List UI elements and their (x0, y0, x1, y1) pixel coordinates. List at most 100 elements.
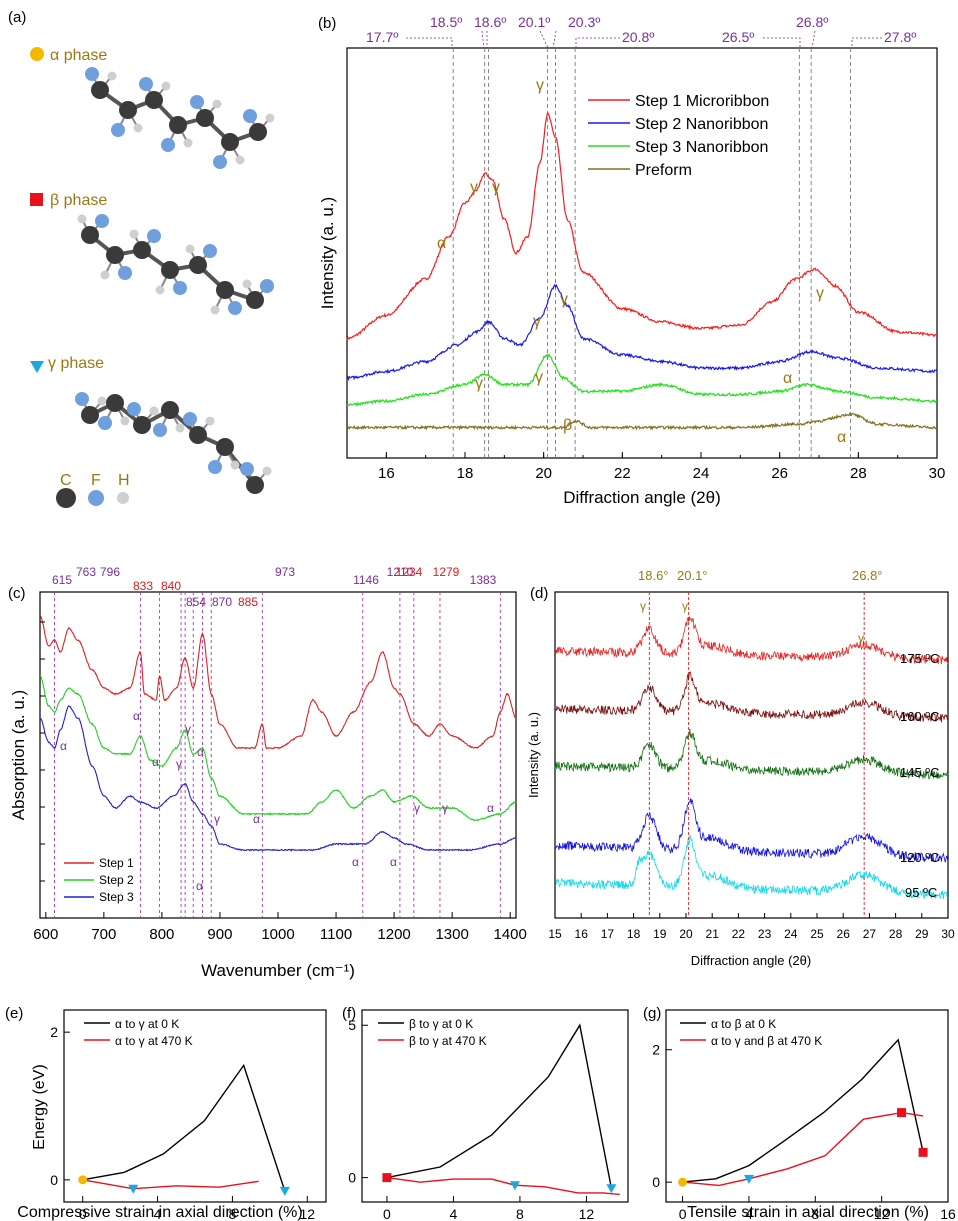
panel-b-x-ticks: 16 18 20 22 24 26 28 30 (346, 452, 945, 482)
hydrogen-atom (242, 279, 252, 289)
hydrogen-key-label: H (118, 472, 130, 489)
c-x-tick-label: 900 (207, 926, 232, 943)
f-x-tick-label: 12 (579, 1206, 595, 1221)
f-x-tick-label: 4 (450, 1206, 458, 1221)
d-temp-95: 95 ºC (905, 885, 937, 900)
b-legend-step3: Step 3 Nanoribbon (635, 139, 768, 156)
c-top-label: 840 (161, 579, 181, 593)
panel-d-plot-frame (554, 591, 949, 919)
panel-c-x-ticks: 600 700 800 900 1000 1100 1200 1300 1400 (33, 912, 527, 943)
panel-e: (e) 0 4 8 12 0 2 Compressive strain in axial … (5, 1005, 327, 1221)
c-series-line (39, 705, 517, 852)
fluorine-atom (190, 95, 204, 109)
panel-f-plot-frame (361, 1009, 629, 1203)
b-peak-gamma-step2-20-3: γ (560, 291, 568, 308)
e-x-tick-label: 0 (79, 1206, 87, 1221)
fluorine-atom (127, 402, 141, 416)
b-top-label-20-3: 20.3º (568, 14, 600, 30)
d-top-label-26-8: 26.8° (852, 568, 883, 583)
c-legend-step1: Step 1 (99, 856, 134, 870)
c-top-label: 833 (133, 579, 153, 593)
b-series-line (346, 111, 938, 340)
carbon-atom (133, 241, 151, 259)
panel-f: (f) 0 4 8 12 0 5 β to γ at 0 K β to γ at 470 … (342, 1005, 629, 1221)
fluorine-atom (243, 109, 257, 123)
b-top-label-18-6: 18.6º (474, 14, 506, 30)
hydrogen-atom (149, 406, 159, 416)
b-top-label-26-5: 26.5º (722, 29, 754, 45)
e-legend-0k: α to γ at 0 K (115, 1017, 179, 1031)
carbon-key-label: C (60, 472, 72, 489)
d-series-line (554, 834, 949, 900)
d-x-tick-label: 30 (941, 927, 955, 941)
hydrogen-atom (77, 214, 87, 224)
d-temp-145: 145 ºC (900, 765, 939, 780)
b-legend-step2: Step 2 Nanoribbon (635, 116, 768, 133)
fluorine-atom (183, 412, 197, 426)
f-marker-square (382, 1173, 392, 1183)
b-top-label-connectors (406, 30, 882, 49)
c-top-label: 796 (100, 565, 120, 579)
panel-g: (g) 0 4 8 12 16 0 2 Tensile strain in axial di… (643, 1005, 956, 1221)
f-marker-triangle (606, 1184, 617, 1194)
b-top-label-20-8: 20.8º (622, 29, 654, 45)
panel-b-x-label: Diffraction angle (2θ) (563, 488, 721, 507)
c-series-line (39, 615, 517, 750)
panel-f-tag: (f) (342, 1005, 356, 1022)
b-x-tick-label: 22 (614, 465, 631, 482)
carbon-atom (145, 91, 163, 109)
fluorine-atom (240, 462, 254, 476)
g-x-tick-label: 8 (811, 1206, 819, 1221)
c-x-tick-label: 800 (149, 926, 174, 943)
d-x-tick-label: 22 (732, 927, 746, 941)
panel-c-reference-lines (54, 592, 501, 918)
carbon-atom (189, 426, 207, 444)
molecule-models (75, 67, 275, 494)
d-x-tick-label: 24 (784, 927, 798, 941)
panel-b: (b) 16 18 20 22 24 26 28 30 Diffraction angle (… (318, 14, 945, 507)
c-x-tick-label: 700 (91, 926, 116, 943)
fluorine-atom (75, 392, 89, 406)
panel-g-plot: 0 4 8 12 16 0 2 (652, 1038, 956, 1221)
hydrogen-atom (235, 155, 245, 165)
c-top-label: 1234 (396, 565, 423, 579)
g-x-tick-label: 0 (679, 1206, 687, 1221)
g-series-line (682, 1111, 924, 1187)
d-top-label-18-6: 18.6° (638, 568, 669, 583)
d-x-tick-label: 19 (653, 927, 667, 941)
b-peak-gamma-18-6: γ (492, 179, 500, 196)
panel-g-tag: (g) (643, 1005, 661, 1022)
c-band-alpha-1210: α (390, 855, 397, 869)
c-top-label: 1383 (470, 573, 497, 587)
c-band-alpha-796: α (152, 755, 159, 769)
d-temp-160: 160 ºC (900, 709, 939, 724)
c-series-line (39, 675, 517, 822)
hydrogen-atom (262, 466, 272, 476)
carbon-atom (81, 406, 99, 424)
g-y-tick-label: 2 (652, 1042, 660, 1058)
e-legend-470k: α to γ at 470 K (115, 1034, 193, 1048)
d-temp-175: 175 ºC (900, 651, 939, 666)
c-top-label: 973 (275, 565, 295, 579)
fluorine-atom (85, 67, 99, 81)
c-top-label: 870 (212, 595, 232, 609)
b-peak-gamma-20-1: γ (536, 77, 544, 94)
d-x-tick-label: 21 (706, 927, 720, 941)
b-x-tick-label: 24 (693, 465, 710, 482)
carbon-atom (216, 438, 234, 456)
g-x-tick-label: 4 (745, 1206, 753, 1221)
c-top-label: 1146 (353, 573, 379, 587)
beta-phase-marker (30, 193, 43, 206)
d-x-tick-label: 16 (575, 927, 589, 941)
carbon-atom (106, 394, 124, 412)
c-band-alpha-615: α (60, 739, 67, 753)
b-x-tick-label: 28 (850, 465, 867, 482)
fluorine-key-label: F (91, 472, 101, 489)
panel-c-x-label: Wavenumber (cm⁻¹) (201, 961, 355, 980)
panel-d: (d) 15 16 17 18 19 20 21 22 23 24 25 26 27 28 29 30 Dif… (526, 568, 955, 968)
g-marker-square (918, 1147, 928, 1157)
e-y-tick-label: 2 (50, 1024, 58, 1040)
carbon-atom (161, 261, 179, 279)
